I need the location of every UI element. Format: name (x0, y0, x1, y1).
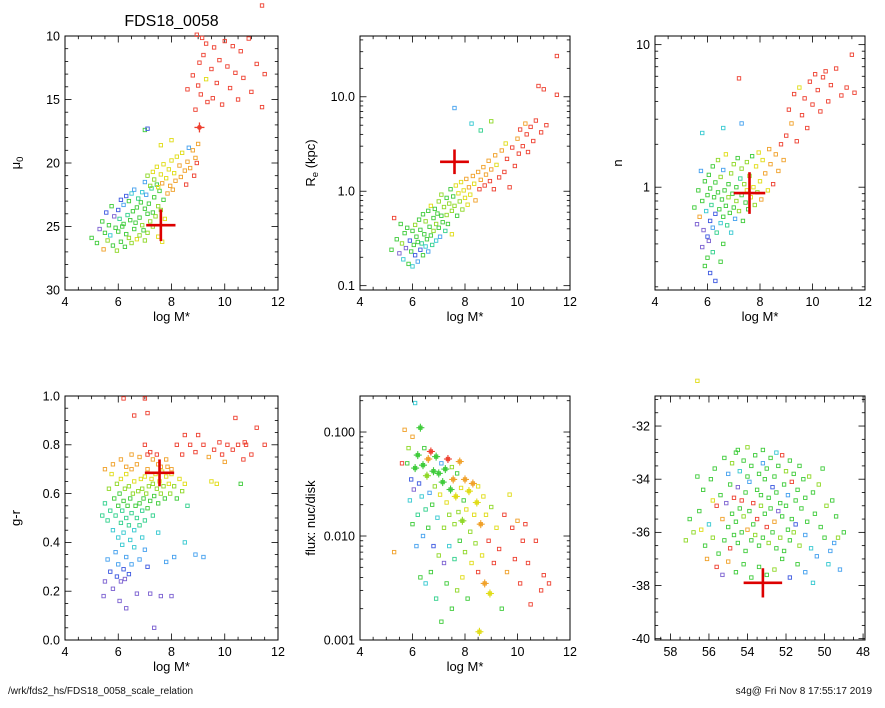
x-tick-label: 56 (702, 645, 716, 659)
x-axis-label: log M* (153, 309, 190, 324)
x-tick-label: 10 (218, 645, 232, 659)
y-tick-label: 0.2 (43, 585, 60, 599)
y-tick-label: 10.0 (331, 90, 355, 104)
x-tick-label: 6 (704, 295, 711, 309)
target-cross (733, 172, 766, 214)
x-tick-label: 10 (806, 295, 820, 309)
panel-sersic-n-vs-logmass: 4 6 8 10 12 1 10 log M* n (610, 35, 872, 324)
axes-box (654, 395, 866, 641)
x-tick-label: 54 (741, 645, 755, 659)
x-tick-label: 4 (357, 295, 364, 309)
scatter-points (389, 53, 560, 269)
y-tick-label: 1.0 (43, 389, 60, 403)
panel-gr-color-vs-logmass: 4 6 8 10 12 0.0 0.2 0.4 0.6 0.8 1.0 log M* g-r (8, 389, 285, 674)
y-tick-label: 15 (46, 93, 60, 107)
scatter-points (100, 396, 267, 630)
x-tick-label: 8 (757, 295, 764, 309)
y-tick-label: 0.001 (324, 633, 355, 647)
y-axis-label: Re (kpc) (303, 139, 321, 186)
scatter-points (692, 52, 857, 284)
y-tick-label: 0.8 (43, 438, 60, 452)
x-tick-label: 10 (511, 645, 525, 659)
y-tick-label: 10 (636, 38, 650, 52)
x-tick-label: 12 (563, 645, 577, 659)
y-tick-label: 20 (46, 156, 60, 170)
x-axis-label: log M* (742, 309, 779, 324)
y-tick-label: -38 (632, 579, 650, 593)
target-cross (743, 568, 783, 598)
axes-box (64, 35, 279, 291)
y-tick-label: 0.1 (338, 279, 355, 293)
x-axis-label: log M* (153, 659, 190, 674)
x-axis-label: log M* (447, 309, 484, 324)
x-tick-label: 8 (168, 295, 175, 309)
axes-box (654, 35, 866, 291)
y-tick-label: 0.010 (324, 529, 355, 543)
x-tick-label: 12 (271, 645, 285, 659)
x-tick-label: 6 (115, 645, 122, 659)
target-cross (440, 149, 469, 175)
x-tick-label: 10 (218, 295, 232, 309)
y-tick-label: -34 (632, 472, 650, 486)
plot-title: FDS18_0058 (124, 13, 219, 30)
y-tick-label: -40 (632, 632, 650, 646)
y-axis-label: flux: nuc/disk (303, 480, 318, 556)
y-tick-label: 1 (643, 180, 650, 194)
y-tick-label: 10 (46, 29, 60, 43)
axes-box (64, 395, 279, 641)
x-tick-label: 12 (563, 295, 577, 309)
y-tick-label: 0.0 (43, 633, 60, 647)
x-tick-label: 4 (652, 295, 659, 309)
panel-nuc-disk-flux-vs-logmass: 4 6 8 10 12 0.001 0.010 0.100 log M* flux: nuc/di… (303, 395, 577, 674)
y-tick-label: -36 (632, 526, 650, 540)
scatter-points (683, 378, 846, 586)
y-tick-label: 0.6 (43, 487, 60, 501)
x-tick-label: 4 (62, 295, 69, 309)
x-tick-label: 48 (856, 645, 870, 659)
x-tick-label: 6 (115, 295, 122, 309)
x-tick-label: 12 (858, 295, 872, 309)
x-tick-label: 8 (462, 645, 469, 659)
x-tick-label: 58 (663, 645, 677, 659)
panel-mu0-vs-logmass: 4 6 8 10 12 10 15 20 25 30 log M* μ0 (8, 3, 285, 324)
x-tick-label: 8 (462, 295, 469, 309)
y-axis-label: g-r (8, 509, 23, 526)
axes-box (359, 395, 571, 641)
y-tick-label: -32 (632, 419, 650, 433)
target-cross (144, 459, 175, 487)
x-tick-label: 4 (62, 645, 69, 659)
x-axis-label: log M* (447, 659, 484, 674)
scatter-points (89, 3, 267, 253)
y-tick-label: 0.4 (43, 536, 60, 550)
y-axis-label: μ0 (8, 157, 26, 170)
x-tick-label: 10 (511, 295, 525, 309)
y-tick-label: 0.100 (324, 425, 355, 439)
x-tick-label: 12 (271, 295, 285, 309)
x-tick-label: 8 (168, 645, 175, 659)
x-tick-label: 6 (409, 295, 416, 309)
x-tick-label: 52 (779, 645, 793, 659)
y-axis-label: n (610, 159, 625, 166)
y-tick-label: 1.0 (338, 185, 355, 199)
footer-path: /wrk/fds2_hs/FDS18_0058_scale_relation (8, 686, 194, 697)
target-cross (146, 209, 176, 242)
y-tick-label: 30 (46, 283, 60, 297)
y-tick-label: 25 (46, 220, 60, 234)
panel-re-vs-logmass: 4 6 8 10 12 0.1 1.0 10.0 log M* Re (kpc) (303, 35, 577, 324)
x-tick-label: 4 (357, 645, 364, 659)
footer-signature: s4g@ Fri Nov 8 17:55:17 2019 (735, 686, 872, 697)
scatter-points (391, 400, 552, 636)
x-tick-label: 50 (818, 645, 832, 659)
x-tick-label: 6 (409, 645, 416, 659)
panel-sky-position-dec-vs-ra: 58 56 54 52 50 48 -32 -34 -36 -38 -40 (632, 378, 870, 659)
